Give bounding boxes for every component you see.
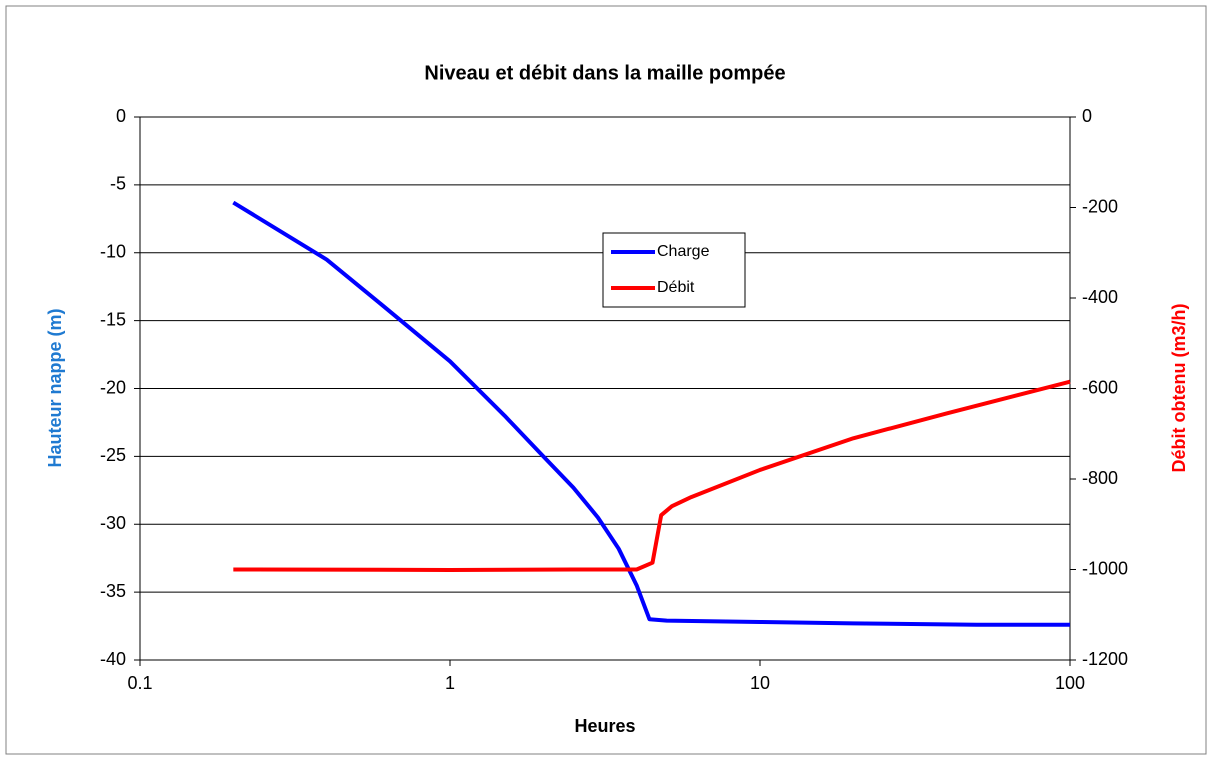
series-line [233, 379, 1071, 572]
y-tick-label: 0 [116, 106, 126, 126]
y2-tick-label: -800 [1082, 468, 1118, 488]
legend-label: Charge [657, 243, 710, 260]
y-tick-label: -40 [100, 649, 126, 669]
y-axis-label: Hauteur nappe (m) [45, 308, 65, 467]
y-tick-label: -30 [100, 513, 126, 533]
x-tick-label: 1 [445, 673, 455, 693]
legend-box [602, 232, 746, 308]
y-tick-label: -10 [100, 242, 126, 262]
y-tick-label: -35 [100, 581, 126, 601]
x-tick-label: 100 [1055, 673, 1085, 693]
plot-area [139, 116, 1071, 661]
y2-tick-label: -1200 [1082, 649, 1128, 669]
chart-frame [5, 5, 1207, 755]
y2-tick-label: -600 [1082, 377, 1118, 397]
y2-tick-label: -400 [1082, 287, 1118, 307]
y-tick-label: -5 [110, 174, 126, 194]
x-tick-label: 10 [750, 673, 770, 693]
y-tick-label: -25 [100, 445, 126, 465]
x-axis-label: Heures [574, 716, 635, 736]
chart-title: Niveau et débit dans la maille pompée [424, 62, 785, 84]
x-tick-label: 0.1 [127, 673, 152, 693]
y-tick-label: -20 [100, 377, 126, 397]
y2-tick-label: 0 [1082, 106, 1092, 126]
y2-tick-label: -200 [1082, 196, 1118, 216]
series-line [232, 200, 1070, 627]
y2-tick-label: -1000 [1082, 558, 1128, 578]
legend-label: Débit [657, 279, 695, 296]
y2-axis-label: Débit obtenu (m3/h) [1169, 304, 1189, 473]
y-tick-label: -15 [100, 309, 126, 329]
